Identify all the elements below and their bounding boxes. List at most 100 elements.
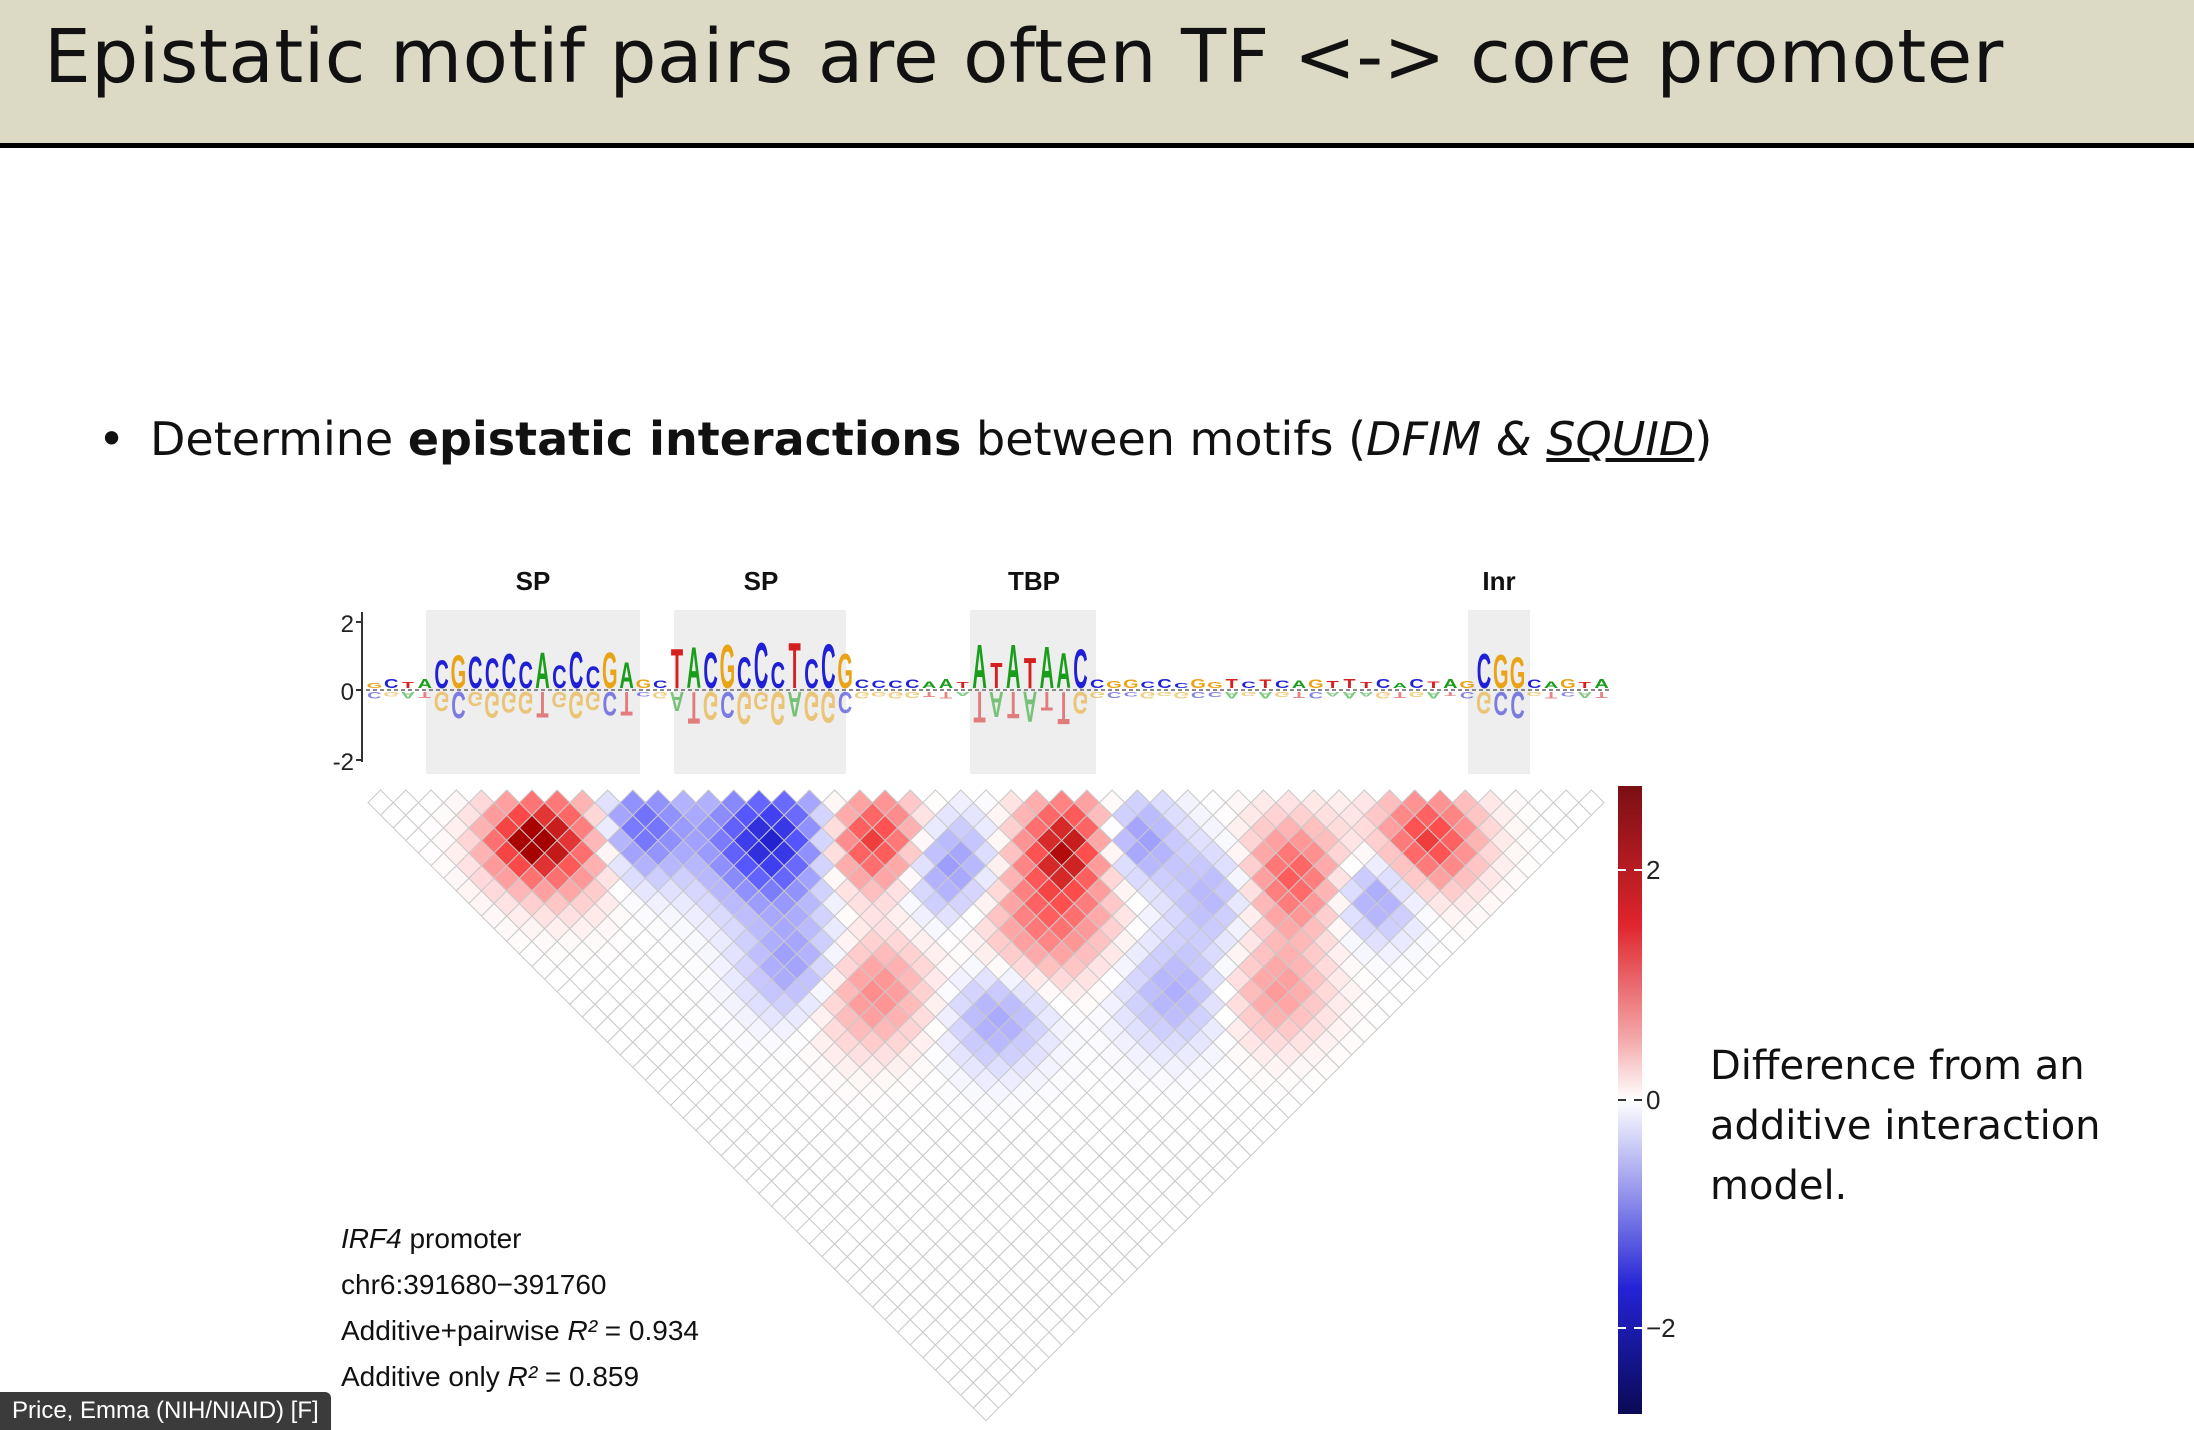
logo-letter: C — [485, 651, 499, 698]
logo-letter: C — [518, 655, 532, 696]
logo-letter: T — [1444, 691, 1456, 696]
logo-letter: A — [972, 631, 986, 701]
stats-pairwise: Additive+pairwise R² = 0.934 — [341, 1308, 699, 1354]
logo-letter: A — [1225, 690, 1239, 700]
legend-description: Difference from an additive interaction … — [1710, 1043, 2101, 1209]
logo-letter: C — [653, 679, 668, 690]
logo-letter: G — [1375, 690, 1391, 700]
gene-suffix: promoter — [401, 1223, 522, 1254]
logo-letter: G — [383, 690, 399, 697]
logo-letter: T — [1545, 690, 1558, 700]
bullet-italic-text: DFIM & — [1366, 412, 1547, 466]
logo-letter: C — [1409, 676, 1423, 691]
logo-letter: T — [1041, 685, 1054, 714]
logo-letter: C — [872, 678, 887, 690]
logo-tick-2: 2 — [341, 611, 354, 638]
logo-letter: G — [1560, 677, 1576, 691]
logo-letter: G — [1106, 680, 1122, 691]
pairwise-r2-symbol: R² — [567, 1315, 597, 1346]
motif-label-tbp: TBP — [1008, 566, 1060, 596]
logo-letter: C — [737, 649, 751, 698]
motif-label-sp-1: SP — [516, 566, 551, 596]
logo-letter: A — [1359, 690, 1374, 697]
bullet-dot: • — [98, 412, 126, 466]
logo-letter: C — [1073, 637, 1087, 700]
logo-letter: C — [1494, 685, 1509, 723]
logo-letter: A — [1342, 690, 1356, 700]
logo-letter: G — [602, 643, 618, 700]
logo-letter: C — [1460, 690, 1474, 700]
additive-label: Additive only — [341, 1361, 508, 1392]
logo-letter: G — [1207, 681, 1223, 690]
logo-letter: A — [787, 683, 801, 722]
stats-region: chr6:391680−391760 — [341, 1269, 607, 1300]
motif-box-inr — [1468, 610, 1530, 774]
logo-letter: A — [1006, 631, 1020, 701]
motif-box-tbp — [970, 610, 1096, 774]
logo-letter: G — [1274, 690, 1290, 698]
bullet-middle: between motifs ( — [961, 412, 1367, 466]
colorbar: 2 0 −2 — [1618, 786, 1676, 1414]
logo-letter: C — [1510, 683, 1524, 726]
logo-letter: C — [451, 683, 465, 724]
logo-letter: A — [1544, 680, 1558, 690]
logo-letter: T — [1024, 649, 1036, 698]
logo-letter: G — [652, 690, 668, 700]
logo-letter: C — [586, 659, 601, 695]
logo-letter: G — [1157, 690, 1173, 696]
logo-letter: A — [1594, 676, 1608, 691]
logo-letter: G — [1089, 690, 1105, 699]
motif-box-sp-1 — [426, 610, 640, 774]
logo-letter: G — [770, 682, 786, 735]
logo-letter: C — [1309, 690, 1323, 700]
logo-letter: A — [922, 680, 936, 690]
logo-letter: T — [957, 681, 970, 690]
colorbar-tick-0: 0 — [1646, 1085, 1660, 1115]
logo-letter: T — [923, 690, 935, 698]
colorbar-tick-2: 2 — [1646, 855, 1660, 885]
logo-letter: C — [1275, 679, 1290, 691]
logo-letter: C — [771, 656, 785, 697]
logo-letter: G — [837, 643, 853, 698]
logo-letter: T — [1579, 681, 1592, 690]
logo-letter: T — [990, 657, 1002, 697]
logo-letter: G — [905, 690, 921, 699]
logo-letter: G — [367, 682, 383, 690]
logo-letter: T — [402, 681, 415, 690]
motif-label-inr: Inr — [1482, 566, 1515, 596]
logo-letter: T — [940, 690, 953, 700]
logo-letter: G — [1140, 690, 1156, 700]
logo-letter: T — [688, 682, 700, 733]
pairwise-value: = 0.934 — [597, 1315, 699, 1346]
logo-letter: A — [956, 691, 971, 696]
logo-letter: C — [754, 631, 768, 703]
logo-letter: C — [720, 683, 734, 724]
stats-additive: Additive only R² = 0.859 — [341, 1354, 699, 1400]
motif-highlight-boxes — [426, 610, 1530, 774]
logo-letter: T — [419, 690, 432, 699]
logo-letter: C — [367, 690, 381, 700]
logo-letter: A — [1023, 682, 1037, 731]
logo-letter: C — [1527, 677, 1541, 691]
logo-letter: C — [1477, 643, 1491, 698]
logo-letter: C — [1376, 676, 1390, 691]
logo-letter: T — [1360, 681, 1373, 690]
logo-letter: C — [1174, 681, 1189, 690]
logo-letter: C — [636, 690, 651, 697]
logo-letter: G — [451, 645, 467, 698]
bullet-point: • Determine epistatic interactions betwee… — [98, 412, 1712, 466]
logo-letter: C — [468, 648, 482, 698]
logo-letter: G — [1190, 676, 1206, 691]
logo-letter: C — [552, 659, 566, 695]
logo-letter: G — [1308, 678, 1324, 691]
logo-letter: A — [418, 677, 432, 691]
logo-letter: T — [536, 683, 548, 724]
logo-letter: C — [1241, 680, 1255, 690]
logo-letter: G — [518, 685, 534, 721]
motif-label-sp-2: SP — [744, 566, 779, 596]
logo-letter: G — [467, 687, 483, 709]
stats-gene: IRF4 promoter — [341, 1216, 699, 1262]
logo-letter: A — [989, 683, 1003, 723]
logo-letter: C — [821, 631, 835, 701]
